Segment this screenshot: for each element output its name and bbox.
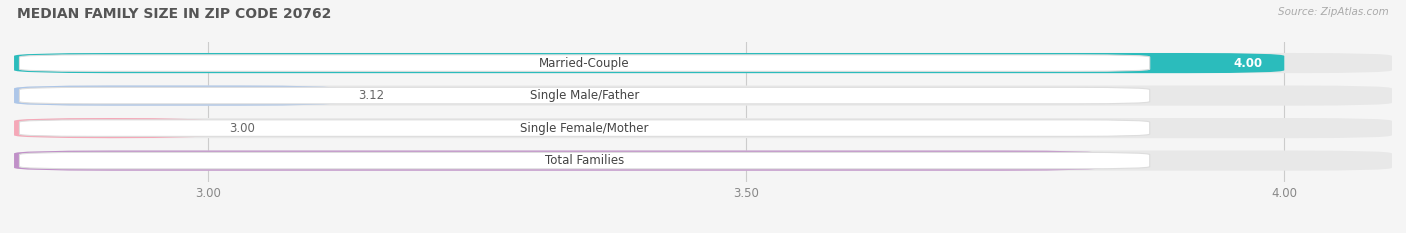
FancyBboxPatch shape bbox=[20, 152, 1150, 169]
Text: 3.00: 3.00 bbox=[229, 122, 256, 135]
FancyBboxPatch shape bbox=[14, 118, 208, 138]
Text: Single Female/Mother: Single Female/Mother bbox=[520, 122, 648, 135]
FancyBboxPatch shape bbox=[20, 55, 1150, 71]
FancyBboxPatch shape bbox=[20, 120, 1150, 136]
FancyBboxPatch shape bbox=[14, 86, 337, 106]
Text: MEDIAN FAMILY SIZE IN ZIP CODE 20762: MEDIAN FAMILY SIZE IN ZIP CODE 20762 bbox=[17, 7, 332, 21]
FancyBboxPatch shape bbox=[14, 53, 1392, 73]
FancyBboxPatch shape bbox=[20, 87, 1150, 104]
Text: Married-Couple: Married-Couple bbox=[540, 57, 630, 70]
Text: 3.12: 3.12 bbox=[359, 89, 385, 102]
FancyBboxPatch shape bbox=[14, 151, 1392, 171]
FancyBboxPatch shape bbox=[14, 151, 1101, 171]
Text: Total Families: Total Families bbox=[546, 154, 624, 167]
Text: 3.83: 3.83 bbox=[1050, 154, 1080, 167]
FancyBboxPatch shape bbox=[14, 86, 1392, 106]
FancyBboxPatch shape bbox=[14, 53, 1284, 73]
FancyBboxPatch shape bbox=[14, 118, 1392, 138]
Text: Source: ZipAtlas.com: Source: ZipAtlas.com bbox=[1278, 7, 1389, 17]
Text: Single Male/Father: Single Male/Father bbox=[530, 89, 640, 102]
Text: 4.00: 4.00 bbox=[1233, 57, 1263, 70]
